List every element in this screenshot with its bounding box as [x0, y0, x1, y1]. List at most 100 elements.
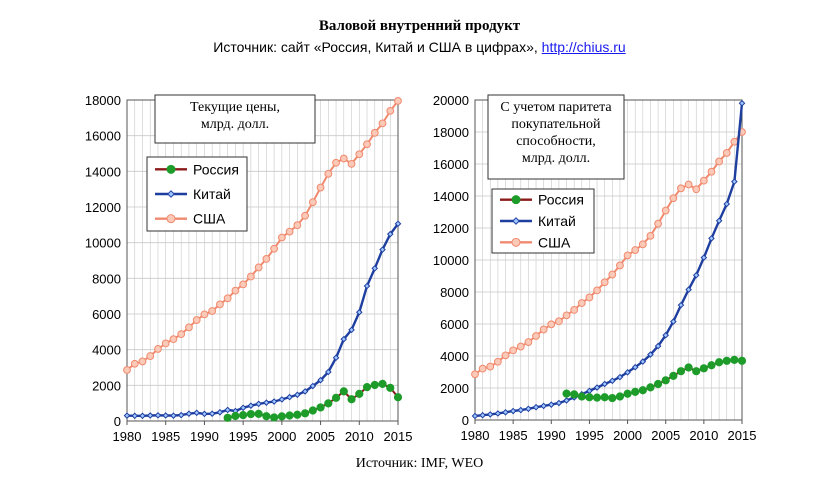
- data-point: [723, 200, 731, 208]
- data-point: [393, 393, 403, 402]
- data-point: [246, 272, 255, 281]
- y-tick-label: 12000: [433, 221, 469, 236]
- data-point: [239, 411, 248, 420]
- data-point: [301, 211, 309, 220]
- data-point: [570, 306, 579, 314]
- data-point: [348, 326, 355, 334]
- data-point: [670, 318, 677, 325]
- data-point: [677, 301, 685, 309]
- chart-title-box: [154, 94, 316, 144]
- data-point: [379, 246, 386, 253]
- data-point: [677, 184, 685, 193]
- data-point: [730, 355, 739, 364]
- chart-title-line: Текущие цены,: [190, 100, 280, 115]
- y-tick-label: 18000: [433, 125, 469, 140]
- data-point: [600, 393, 609, 402]
- legend-label: США: [193, 211, 226, 227]
- data-point: [161, 339, 170, 348]
- y-tick-label: 2000: [440, 381, 469, 396]
- y-tick-label: 14000: [85, 164, 121, 179]
- data-point: [699, 364, 708, 373]
- data-point: [524, 338, 533, 346]
- data-point: [285, 411, 294, 420]
- chart-title-line: способности,: [516, 134, 596, 149]
- data-point: [386, 106, 395, 115]
- data-point: [737, 356, 747, 365]
- data-point: [347, 159, 356, 168]
- y-tick-label: 16000: [433, 157, 469, 172]
- data-point: [516, 342, 525, 351]
- chart-panel-2: 0 2000 4000 6000 8000 10000 12000 14000 16000 180…: [433, 93, 757, 443]
- data-point: [731, 178, 738, 185]
- data-point: [139, 412, 146, 420]
- x-tick-label: 1985: [151, 429, 180, 444]
- data-point: [193, 409, 200, 417]
- data-point: [585, 393, 594, 402]
- data-point: [608, 270, 617, 279]
- data-point: [661, 206, 670, 215]
- data-point: [370, 128, 379, 137]
- data-point: [646, 231, 655, 240]
- data-point: [661, 376, 670, 385]
- data-point: [239, 404, 247, 412]
- data-point: [146, 412, 154, 419]
- data-point: [223, 294, 232, 303]
- data-point: [286, 393, 293, 401]
- data-point: [294, 391, 301, 399]
- y-tick-label: 8000: [92, 271, 121, 286]
- chart-title-box: [487, 94, 625, 180]
- data-point: [501, 351, 510, 360]
- data-point: [185, 323, 193, 332]
- source-link[interactable]: http://chius.ru: [541, 39, 626, 55]
- y-tick-label: 0: [462, 413, 469, 428]
- y-tick-label: 6000: [92, 307, 121, 322]
- data-point: [493, 357, 502, 366]
- data-point: [277, 233, 286, 242]
- data-point: [669, 194, 678, 203]
- data-point: [562, 311, 571, 320]
- data-point: [600, 278, 609, 287]
- data-point: [486, 411, 494, 418]
- data-point: [608, 393, 617, 403]
- y-tick-label: 4000: [92, 343, 121, 358]
- legend-swatch-marker: [511, 195, 521, 205]
- data-point: [154, 345, 162, 353]
- legend-label: США: [538, 234, 571, 250]
- data-point: [146, 352, 155, 360]
- data-point: [616, 373, 624, 381]
- data-point: [685, 286, 692, 293]
- data-point: [224, 406, 231, 414]
- data-point: [340, 335, 348, 343]
- data-point: [270, 413, 279, 422]
- data-point: [638, 386, 647, 395]
- chart-title-line: млрд. долл.: [201, 117, 269, 132]
- x-tick-label: 1995: [229, 429, 258, 444]
- data-point: [309, 382, 317, 390]
- data-point: [308, 406, 317, 415]
- data-point: [715, 157, 724, 166]
- y-tick-label: 10000: [85, 236, 121, 251]
- chart-title-line: покупательной: [511, 117, 601, 132]
- x-tick-label: 2000: [267, 429, 296, 444]
- data-point: [317, 376, 324, 384]
- data-point: [692, 271, 700, 279]
- data-point: [130, 359, 139, 368]
- data-point: [154, 411, 162, 419]
- page-title: Валовой внутренний продукт: [318, 18, 521, 34]
- legend-label: Россия: [193, 161, 239, 177]
- data-point: [593, 384, 601, 391]
- x-tick-label: 1990: [537, 428, 566, 443]
- source-prefix: Источник: сайт «Россия, Китай и США в ци…: [213, 39, 538, 55]
- data-point: [371, 265, 379, 272]
- data-point: [293, 221, 302, 230]
- data-point: [355, 308, 363, 316]
- data-point: [623, 251, 632, 260]
- data-point: [169, 335, 178, 344]
- x-tick-label: 2015: [384, 429, 413, 444]
- data-point: [662, 331, 670, 339]
- source-line: Источник: сайт «Россия, Китай и США в ци…: [0, 39, 839, 55]
- x-tick-label: 2005: [651, 428, 680, 443]
- data-point: [324, 399, 333, 408]
- y-tick-label: 14000: [433, 189, 469, 204]
